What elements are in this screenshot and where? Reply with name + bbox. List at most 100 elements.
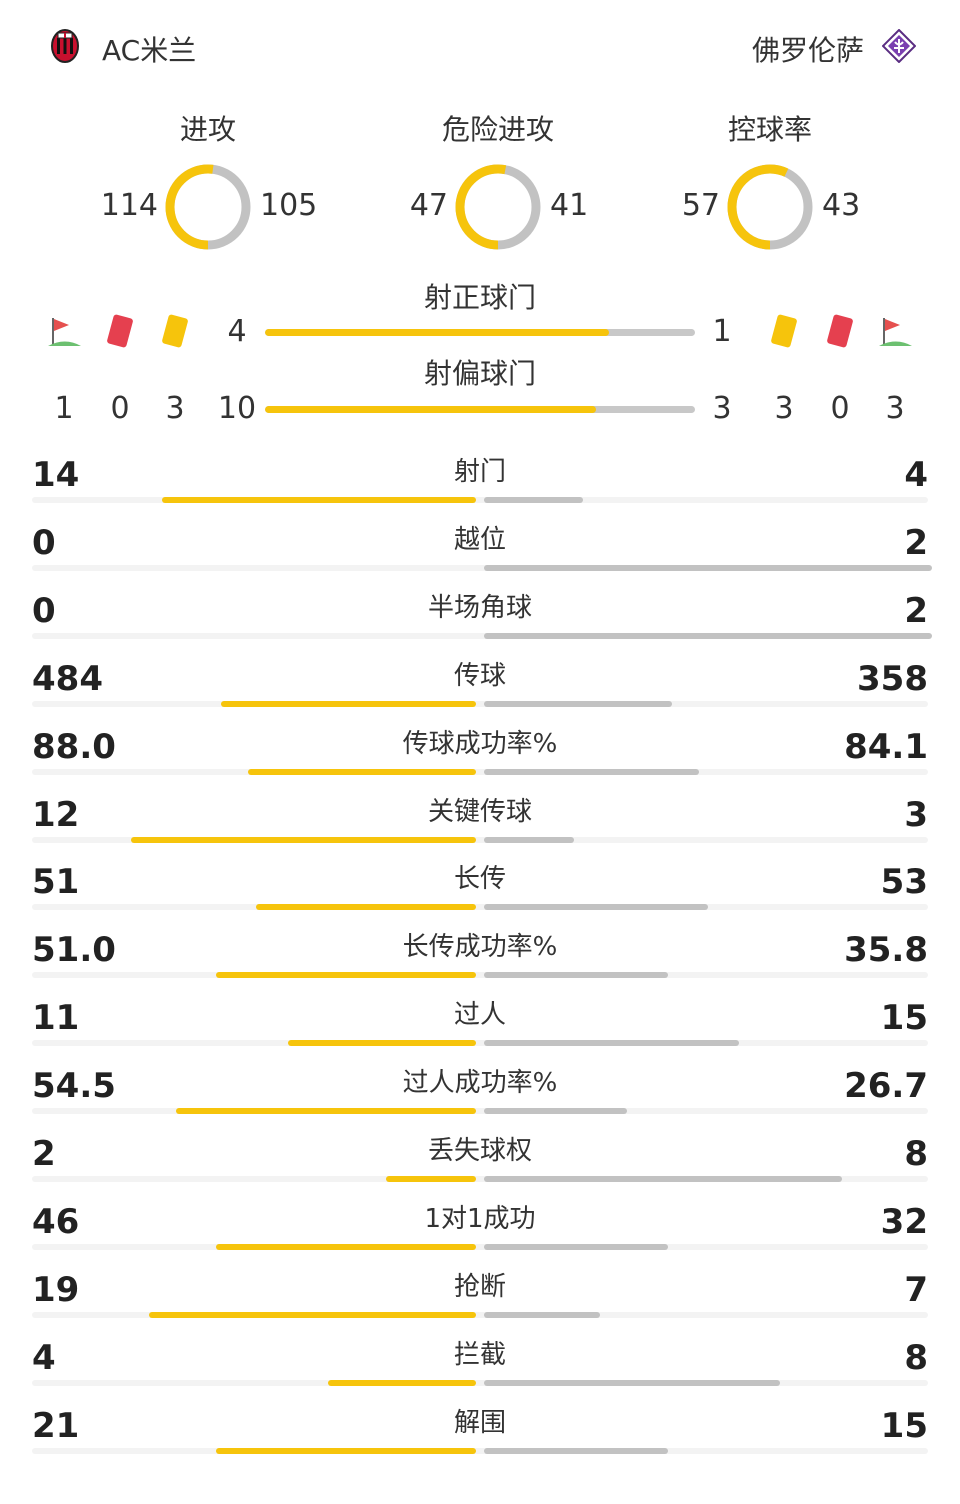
dangerous-attacks-title: 危险进攻 <box>441 113 554 146</box>
stat-home-value: 0 <box>32 590 56 631</box>
stat-home-bar <box>328 1379 476 1386</box>
stat-away-value: 2 <box>904 522 928 563</box>
stat-home-bar <box>131 836 476 843</box>
stat-away-value: 2 <box>904 590 928 631</box>
stat-home-value: 4 <box>32 1337 56 1378</box>
stat-row: 46 1对1成功 32 <box>0 1199 960 1267</box>
stat-home-value: 11 <box>32 998 80 1039</box>
stat-away-bar <box>484 1243 668 1250</box>
attacks-home-value: 114 <box>100 188 158 223</box>
stat-away-value: 8 <box>904 1134 928 1174</box>
shots-on-target-label: 射正球门 <box>423 281 536 314</box>
stat-home-value: 46 <box>32 1201 80 1242</box>
stat-track <box>32 1040 928 1047</box>
away-shots-off-target: 3 <box>712 391 732 426</box>
stat-home-bar <box>175 1108 476 1115</box>
stat-away-value: 84.1 <box>844 726 928 767</box>
stat-home-value: 51 <box>32 862 80 903</box>
stat-away-bar <box>484 1311 601 1318</box>
stat-row: 484 传球 358 <box>0 656 960 724</box>
stat-name: 抢断 <box>453 1271 506 1302</box>
away-team-name: 佛罗伦萨 <box>751 34 864 67</box>
stat-name: 半场角球 <box>427 592 532 623</box>
dangerous-attacks-donut-ring <box>455 164 541 250</box>
shots-off-target-label: 射偏球门 <box>423 357 536 390</box>
attacks-away-value: 105 <box>260 188 318 223</box>
stat-track <box>32 497 928 503</box>
shots-on-target-bar <box>265 329 695 336</box>
away-corners: 3 <box>885 391 905 426</box>
stat-name: 拦截 <box>453 1339 506 1370</box>
stat-home-value: 12 <box>32 794 80 835</box>
home-shots-off-target: 10 <box>217 391 257 426</box>
stat-away-bar <box>484 1447 668 1454</box>
stat-away-bar <box>484 497 583 503</box>
stat-name: 长传成功率% <box>402 932 558 963</box>
stat-row: 0 越位 2 <box>0 520 960 588</box>
shots-off-target-bar <box>265 406 695 413</box>
stat-home-bar <box>162 497 476 503</box>
possession-away-value: 43 <box>822 188 861 223</box>
stat-name: 射门 <box>453 457 506 487</box>
stat-home-value: 21 <box>32 1405 80 1446</box>
stat-away-value: 35.8 <box>844 930 928 971</box>
stat-name: 1对1成功 <box>424 1203 536 1234</box>
possession-home-value: 57 <box>681 188 720 223</box>
stat-away-bar <box>484 836 574 843</box>
fiorentina-logo-icon <box>881 28 917 70</box>
home-corner-flag-icon <box>42 312 86 352</box>
stat-track <box>32 1108 928 1115</box>
stat-home-bar <box>216 1447 476 1454</box>
stat-home-bar <box>216 1243 476 1250</box>
away-red-card-icon <box>818 312 862 352</box>
away-team[interactable]: 佛罗伦萨 <box>751 24 917 74</box>
stat-away-bar <box>484 972 668 979</box>
home-yellow-cards: 3 <box>165 391 185 426</box>
stat-away-bar <box>484 1040 740 1047</box>
stat-away-bar <box>484 904 708 911</box>
dangerous-attacks-home-value: 47 <box>409 188 448 223</box>
stat-away-bar <box>484 1108 628 1115</box>
stat-row: 88.0 传球成功率% 84.1 <box>0 724 960 792</box>
stat-track <box>32 1176 928 1182</box>
stat-name: 丢失球权 <box>427 1136 532 1166</box>
stat-home-value: 54.5 <box>32 1066 116 1107</box>
stat-home-value: 484 <box>32 658 103 699</box>
home-red-card-icon <box>98 312 142 352</box>
stat-away-value: 358 <box>857 658 928 699</box>
stat-away-value: 26.7 <box>844 1066 928 1107</box>
stat-home-value: 51.0 <box>32 930 116 971</box>
stat-row: 14 射门 4 <box>0 452 960 520</box>
stat-row: 12 关键传球 3 <box>0 792 960 860</box>
stat-row: 0 半场角球 2 <box>0 588 960 656</box>
stat-away-value: 15 <box>880 998 928 1039</box>
stat-home-bar <box>287 1040 476 1047</box>
stat-track <box>32 564 928 571</box>
stat-name: 关键传球 <box>427 796 532 827</box>
shots-on-target-home-fill <box>265 329 609 336</box>
attacks-title: 进攻 <box>179 113 236 146</box>
home-yellow-card-icon <box>153 312 197 352</box>
shots-off-target-home-fill <box>265 406 597 413</box>
attacks-donut-ring <box>165 164 251 250</box>
stat-track <box>32 972 928 979</box>
away-yellow-cards: 3 <box>774 391 794 426</box>
home-corners: 1 <box>54 391 74 426</box>
stat-row: 2 丢失球权 8 <box>0 1131 960 1199</box>
stat-home-value: 88.0 <box>32 726 116 767</box>
away-yellow-card-icon <box>762 312 806 352</box>
home-team[interactable]: AC米兰 <box>50 24 196 74</box>
stat-name: 传球成功率% <box>402 728 558 759</box>
stat-away-bar <box>484 1176 843 1182</box>
stat-away-value: 53 <box>880 862 928 903</box>
stat-away-bar <box>484 768 700 775</box>
stat-home-bar <box>220 700 476 707</box>
stat-home-bar <box>256 904 476 911</box>
stat-away-value: 3 <box>904 794 928 835</box>
home-team-name: AC米兰 <box>102 34 197 67</box>
stat-row: 21 解围 15 <box>0 1403 960 1471</box>
stat-row: 19 抢断 7 <box>0 1267 960 1335</box>
stat-name: 长传 <box>453 864 506 895</box>
stat-away-value: 32 <box>880 1201 928 1242</box>
stat-name: 传球 <box>453 660 506 691</box>
